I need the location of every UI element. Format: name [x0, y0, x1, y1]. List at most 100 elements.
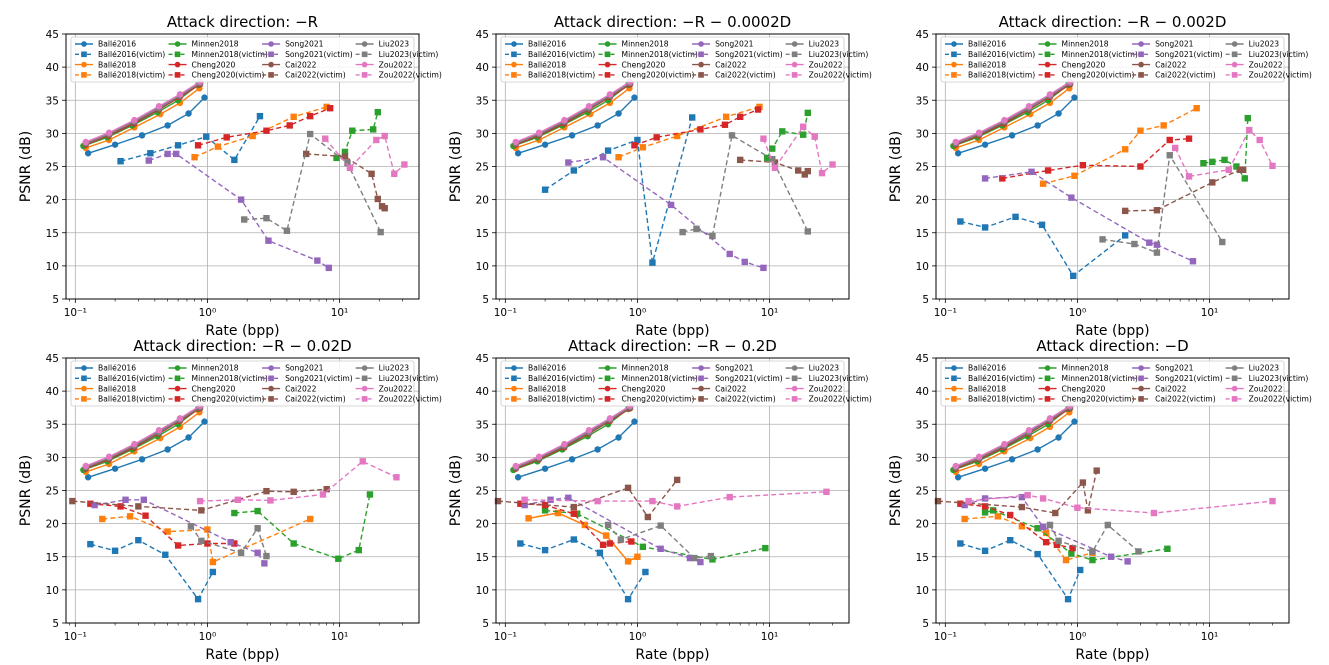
series-ball-2016 — [514, 418, 638, 481]
data-point — [1121, 207, 1129, 215]
data-point — [333, 154, 340, 162]
series-line — [618, 106, 760, 158]
legend-label: Minnen2018 — [622, 40, 669, 49]
data-point — [341, 153, 349, 160]
legend-label: Ballé2016 — [968, 364, 1006, 373]
y-tick-label: 25 — [476, 486, 489, 498]
y-tick-label: 10 — [916, 585, 929, 597]
legend-label: Liu2023 — [809, 364, 840, 373]
legend-marker — [791, 385, 798, 392]
data-point — [82, 462, 89, 470]
legend-marker — [1044, 385, 1051, 392]
legend-label: Zou2022(victim) — [379, 395, 442, 404]
data-point — [965, 497, 972, 505]
data-point — [594, 497, 601, 505]
data-point — [779, 128, 786, 135]
legend-label: Song2021 — [285, 364, 324, 373]
data-point — [1001, 116, 1008, 124]
data-point — [1225, 166, 1232, 174]
y-axis-label: PSNR (dB) — [18, 131, 34, 202]
legend-entry: Liu2023(victim) — [1225, 50, 1308, 59]
data-point — [691, 554, 698, 562]
data-point — [981, 495, 989, 502]
series-line — [960, 216, 1126, 277]
series-song2021-victim — [91, 496, 268, 567]
ticks: 5 10 15 20 25 30 35 40 45 10⁻¹ 10⁰ 10¹ — [46, 353, 349, 643]
data-point — [214, 143, 222, 150]
legend-marker — [361, 396, 368, 402]
data-point — [254, 507, 261, 515]
series-liu2023-victim — [1046, 521, 1142, 555]
data-point — [570, 503, 578, 511]
legend-label: Ballé2016(victim) — [528, 50, 595, 59]
data-point — [541, 507, 549, 514]
legend-label: Liu2023(victim) — [809, 50, 869, 59]
series-line — [1174, 128, 1274, 178]
y-tick-label: 45 — [916, 353, 929, 365]
y-tick-label: 5 — [52, 618, 59, 630]
series-liu2023-victim — [604, 521, 715, 562]
series-line — [544, 117, 693, 263]
data-point — [754, 106, 762, 113]
data-point — [1219, 238, 1226, 246]
data-point — [1137, 163, 1144, 170]
series-line — [497, 479, 678, 519]
legend-marker — [81, 51, 87, 58]
legend-entry: Minnen2018 — [1038, 364, 1109, 373]
data-point — [346, 164, 354, 172]
legend-label: Ballé2016 — [98, 364, 136, 373]
data-point — [1160, 122, 1167, 129]
x-tick-label: 10⁻¹ — [494, 631, 517, 643]
legend-marker — [81, 72, 87, 78]
legend-marker — [511, 41, 517, 47]
legend-entry: Ballé2018(victim) — [945, 71, 1035, 80]
x-tick-label: 10⁻¹ — [64, 307, 87, 319]
legend-marker — [1044, 51, 1051, 58]
legend-marker — [1044, 61, 1051, 68]
legend-entry: Cai2022(victim) — [1132, 71, 1216, 80]
legend-marker — [1044, 72, 1051, 78]
y-tick-label: 5 — [52, 294, 59, 306]
ticks: 5 10 15 20 25 30 35 40 45 10⁻¹ 10⁰ 10¹ — [916, 353, 1219, 643]
data-point — [164, 122, 171, 129]
legend-label: Cai2022(victim) — [1155, 71, 1216, 80]
series-line — [72, 488, 327, 512]
series-line — [957, 97, 1075, 154]
y-tick-label: 35 — [476, 419, 489, 431]
legend-entry: Liu2023 — [785, 364, 840, 373]
data-point — [1121, 146, 1129, 153]
data-point — [769, 145, 776, 152]
series-zou2022-victim — [322, 132, 408, 177]
legend-label: Ballé2018(victim) — [968, 71, 1035, 80]
legend-marker — [791, 41, 798, 47]
data-point — [823, 488, 830, 496]
legend-label: Ballé2018 — [968, 384, 1006, 393]
legend-label: Song2021(victim) — [1155, 50, 1223, 59]
data-point — [673, 132, 681, 140]
y-axis-label: PSNR (dB) — [888, 131, 904, 202]
data-point — [263, 214, 270, 222]
x-axis-label: Rate (bpp) — [205, 323, 279, 339]
legend-label: Song2021(victim) — [285, 50, 353, 59]
legend-entry: Ballé2018(victim) — [945, 395, 1035, 404]
data-point — [514, 150, 522, 157]
legend-label: Cai2022 — [285, 384, 317, 393]
series-line — [960, 539, 1081, 601]
y-tick-label: 10 — [916, 261, 929, 273]
data-point — [290, 113, 297, 121]
legend-label: Minnen2018(victim) — [192, 50, 268, 59]
legend-label: Song2021(victim) — [1155, 374, 1223, 383]
series-minnen2018-victim — [231, 491, 374, 562]
data-point — [1018, 503, 1026, 511]
legend-label: Cheng2020 — [192, 60, 236, 69]
data-point — [1104, 521, 1112, 529]
series-ball-2018-victim — [191, 103, 330, 161]
legend-marker — [268, 41, 274, 47]
data-point — [145, 157, 152, 164]
data-point — [657, 545, 664, 552]
data-point — [981, 175, 989, 182]
series-minnen2018-victim — [541, 507, 769, 563]
